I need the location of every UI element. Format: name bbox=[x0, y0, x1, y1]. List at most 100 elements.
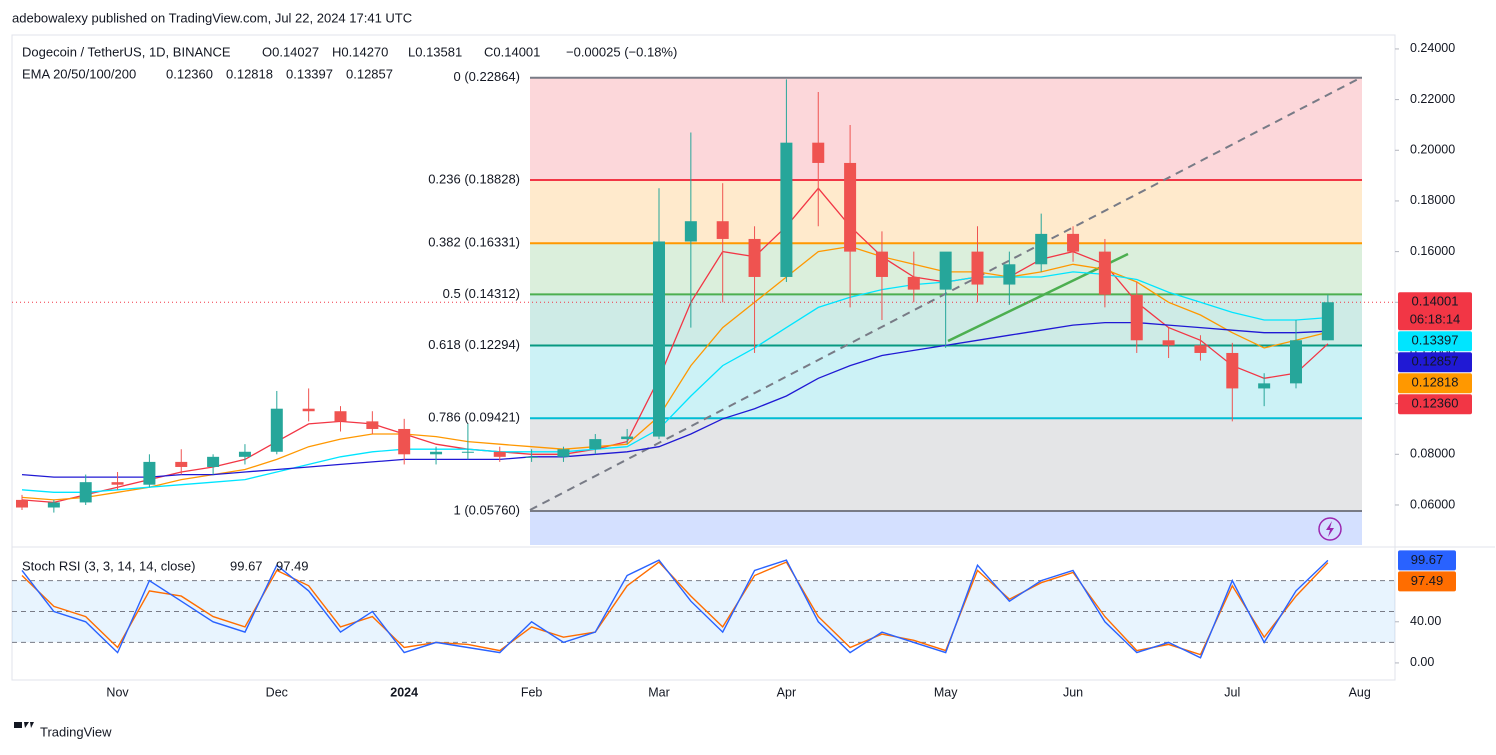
candle-body bbox=[398, 428, 411, 455]
stoch-tag bbox=[1398, 571, 1456, 592]
candle-body bbox=[175, 461, 188, 467]
candle-body bbox=[939, 251, 952, 290]
pane-border bbox=[11, 34, 1396, 681]
candle-body bbox=[1035, 233, 1048, 265]
candle-body bbox=[1226, 352, 1239, 389]
price-tag bbox=[1398, 292, 1472, 331]
x-tick-label: 2024 bbox=[390, 685, 418, 699]
price-tag-label: 0.12857 bbox=[1412, 354, 1459, 369]
ema-value: 0.13397 bbox=[286, 66, 333, 81]
x-tick-label: May bbox=[934, 685, 958, 699]
fib-label: 0.618 (0.12294) bbox=[428, 337, 520, 352]
candle-body bbox=[812, 142, 825, 163]
candle-body bbox=[589, 439, 602, 450]
ema-legend: EMA 20/50/100/200 bbox=[22, 66, 136, 81]
price-tag-label: 0.12818 bbox=[1412, 375, 1459, 390]
candle-body bbox=[1194, 345, 1207, 353]
candle-body bbox=[16, 499, 28, 508]
fib-zone bbox=[530, 511, 1362, 545]
alert-icon-bolt bbox=[1326, 521, 1334, 537]
candle-body bbox=[525, 456, 538, 458]
candle-body bbox=[334, 411, 347, 422]
ohlc-value: C0.14001 bbox=[484, 44, 540, 59]
fib-label: 0.382 (0.16331) bbox=[428, 235, 520, 250]
y-tick-label: 0.24000 bbox=[1410, 41, 1455, 55]
fib-label: 0 (0.22864) bbox=[454, 69, 521, 84]
stoch-line bbox=[21, 561, 1329, 656]
candle-body bbox=[143, 461, 156, 485]
ohlc-value: L0.13581 bbox=[408, 44, 462, 59]
price-tag-label: 0.12360 bbox=[1412, 396, 1459, 411]
fib-label: 1 (0.05760) bbox=[454, 502, 521, 517]
x-tick-label: Mar bbox=[648, 685, 670, 699]
candle-body bbox=[461, 451, 474, 453]
candle-body bbox=[493, 451, 506, 457]
tv-logo bbox=[14, 722, 34, 728]
candle-body bbox=[79, 482, 92, 503]
stoch-tag-label: 99.67 bbox=[1411, 552, 1444, 567]
candle-body bbox=[748, 238, 761, 277]
ema-value: 0.12360 bbox=[166, 66, 213, 81]
price-tag bbox=[1398, 352, 1472, 373]
candle-body bbox=[557, 449, 570, 457]
candle-body bbox=[366, 421, 379, 429]
y-tick-label: 0.18000 bbox=[1410, 193, 1455, 207]
publisher: adebowalexy published on TradingView.com… bbox=[12, 10, 412, 25]
candle-body bbox=[111, 482, 124, 485]
candle-body bbox=[47, 502, 60, 508]
price-tag bbox=[1398, 331, 1472, 352]
candle-body bbox=[1098, 251, 1111, 295]
y-tick-label: 0.20000 bbox=[1410, 143, 1455, 157]
price-change: −0.00025 (−0.18%) bbox=[566, 44, 677, 59]
candle-body bbox=[238, 451, 251, 457]
candle-body bbox=[907, 276, 920, 290]
y-tick-label: 0.00 bbox=[1410, 655, 1434, 669]
stoch-tag-label: 97.49 bbox=[1411, 573, 1444, 588]
y-tick-label: 0.22000 bbox=[1410, 92, 1455, 106]
ema-value: 0.12818 bbox=[226, 66, 273, 81]
candle-body bbox=[207, 456, 220, 467]
x-tick-label: Nov bbox=[106, 685, 129, 699]
ohlc-value: H0.14270 bbox=[332, 44, 388, 59]
fib-zone bbox=[530, 418, 1362, 512]
candle-body bbox=[844, 162, 857, 252]
candle-body bbox=[1290, 340, 1302, 384]
fib-zone bbox=[530, 77, 1362, 180]
candle-body bbox=[716, 221, 729, 239]
candle-body bbox=[1321, 302, 1334, 341]
candle-body bbox=[1130, 294, 1143, 341]
candle-body bbox=[621, 436, 634, 440]
y-tick-label: 0.06000 bbox=[1410, 497, 1455, 511]
candle-body bbox=[1162, 340, 1175, 346]
x-tick-label: Jul bbox=[1224, 685, 1240, 699]
candle-body bbox=[780, 142, 793, 277]
price-tag bbox=[1398, 373, 1472, 394]
stoch-value: 97.49 bbox=[276, 558, 309, 573]
x-tick-label: Aug bbox=[1349, 685, 1371, 699]
stoch-value: 99.67 bbox=[230, 558, 263, 573]
price-tag bbox=[1398, 394, 1472, 415]
countdown: 06:18:14 bbox=[1410, 312, 1461, 327]
candle-body bbox=[653, 241, 665, 437]
stoch-tag bbox=[1398, 550, 1456, 571]
candle-body bbox=[270, 408, 283, 452]
candle-body bbox=[302, 408, 315, 412]
alert-icon bbox=[1318, 517, 1342, 541]
x-tick-label: Dec bbox=[266, 685, 288, 699]
price-tag-label: 0.13397 bbox=[1412, 333, 1459, 348]
candle-body bbox=[430, 451, 443, 455]
brand: TradingView bbox=[40, 724, 112, 739]
fib-label: 0.786 (0.09421) bbox=[428, 410, 520, 425]
candle-body bbox=[875, 251, 888, 277]
fib-zone bbox=[530, 179, 1362, 244]
stoch-title: Stoch RSI (3, 3, 14, 14, close) bbox=[22, 558, 195, 573]
y-tick-label: 0.08000 bbox=[1410, 447, 1455, 461]
x-tick-label: Feb bbox=[521, 685, 543, 699]
price-tag-label: 0.14001 bbox=[1412, 294, 1459, 309]
x-tick-label: Apr bbox=[777, 685, 796, 699]
candle-body bbox=[1258, 383, 1271, 389]
ema-value: 0.12857 bbox=[346, 66, 393, 81]
stoch-line bbox=[21, 559, 1329, 659]
candle-body bbox=[684, 221, 697, 242]
